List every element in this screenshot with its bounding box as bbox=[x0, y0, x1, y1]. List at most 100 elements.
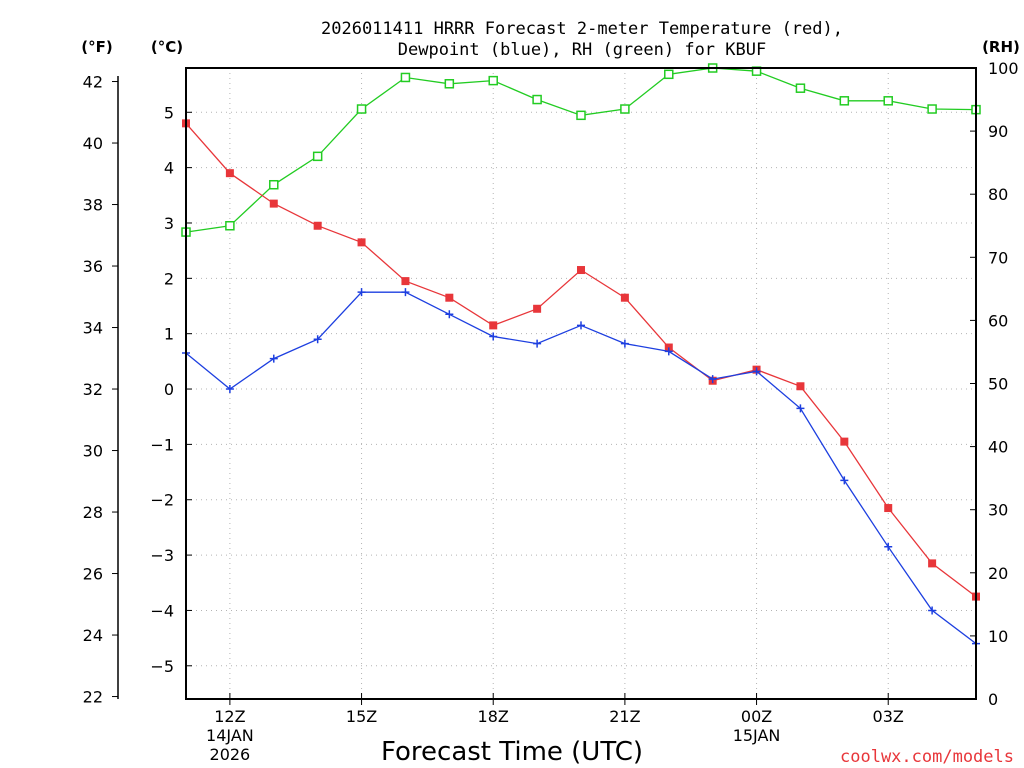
temperature-point bbox=[928, 559, 937, 568]
temperature-point bbox=[313, 221, 322, 230]
dewpoint-series bbox=[182, 288, 980, 648]
rh-point bbox=[839, 96, 850, 106]
dewpoint-point bbox=[840, 476, 849, 485]
time-date-label: 14JAN bbox=[206, 726, 254, 745]
chart-title-line1: 2026011411 HRRR Forecast 2-meter Tempera… bbox=[321, 19, 843, 39]
dewpoint-point bbox=[620, 339, 629, 348]
dewpoint-point bbox=[664, 347, 673, 356]
rh-axis-unit: (RH) bbox=[982, 38, 1020, 56]
rh-point bbox=[356, 104, 367, 114]
dewpoint-point bbox=[357, 288, 366, 297]
rh-point bbox=[400, 72, 411, 83]
celsius-axis-unit: (°C) bbox=[151, 38, 183, 56]
time-date-label: 15JAN bbox=[733, 726, 781, 745]
dewpoint-point bbox=[577, 321, 585, 330]
rh-tick-label: 90 bbox=[988, 122, 1008, 141]
dewpoint-point bbox=[445, 310, 454, 319]
dewpoint-point bbox=[401, 288, 410, 297]
celsius-tick-label: 4 bbox=[164, 159, 174, 178]
dewpoint-line bbox=[185, 291, 977, 645]
rh-tick-label: 70 bbox=[988, 248, 1008, 267]
temperature-point bbox=[225, 169, 234, 178]
rh-tick-label: 10 bbox=[988, 627, 1008, 646]
rh-series bbox=[181, 63, 981, 237]
rh-point bbox=[620, 104, 630, 114]
fahrenheit-tick-label: 24 bbox=[83, 626, 103, 645]
fahrenheit-tick-label: 34 bbox=[83, 319, 103, 338]
fahrenheit-tick-label: 22 bbox=[83, 688, 103, 707]
temperature-point bbox=[840, 437, 849, 446]
rh-tick-label: 0 bbox=[988, 690, 998, 709]
celsius-tick-label: −3 bbox=[150, 546, 174, 565]
dewpoint-point bbox=[533, 339, 542, 348]
celsius-tick-label: −1 bbox=[150, 435, 174, 454]
grid-lines bbox=[186, 68, 976, 699]
dewpoint-point bbox=[796, 404, 805, 413]
fahrenheit-tick-label: 36 bbox=[83, 257, 103, 276]
celsius-tick-label: 5 bbox=[164, 103, 174, 122]
dewpoint-point bbox=[269, 354, 278, 363]
rh-tick-label: 100 bbox=[988, 59, 1019, 78]
temperature-point bbox=[884, 504, 893, 513]
dewpoint-point bbox=[708, 375, 717, 384]
dewpoint-point bbox=[489, 332, 498, 341]
fahrenheit-tick-label: 30 bbox=[83, 442, 103, 461]
temperature-line bbox=[185, 122, 977, 598]
fahrenheit-axis-unit: (°F) bbox=[81, 38, 112, 56]
dewpoint-point bbox=[313, 335, 322, 344]
time-tick-label: 00Z bbox=[741, 707, 772, 726]
rh-point bbox=[664, 69, 674, 80]
celsius-tick-label: 1 bbox=[164, 325, 174, 344]
time-tick-label: 15Z bbox=[346, 707, 377, 726]
fahrenheit-tick-label: 28 bbox=[83, 503, 103, 522]
rh-line bbox=[185, 67, 977, 233]
temperature-point bbox=[533, 304, 542, 313]
time-year-label: 2026 bbox=[210, 745, 251, 764]
fahrenheit-tick-label: 40 bbox=[83, 134, 103, 153]
temperature-point bbox=[269, 199, 278, 208]
chart-title-line2: Dewpoint (blue), RH (green) for KBUF bbox=[398, 40, 766, 60]
dewpoint-point bbox=[752, 367, 761, 376]
rh-tick-label: 40 bbox=[988, 438, 1008, 457]
rh-tick-label: 80 bbox=[988, 185, 1008, 204]
rh-point bbox=[532, 94, 542, 105]
celsius-tick-label: 0 bbox=[164, 380, 174, 399]
celsius-tick-label: −2 bbox=[150, 491, 174, 510]
temperature-point bbox=[796, 382, 805, 391]
temperature-point bbox=[489, 321, 498, 330]
rh-tick-label: 60 bbox=[988, 311, 1008, 330]
rh-point bbox=[927, 104, 937, 114]
credit-label: coolwx.com/models bbox=[840, 747, 1014, 767]
data-series bbox=[181, 63, 981, 648]
time-tick-label: 18Z bbox=[478, 707, 509, 726]
plot-frame bbox=[185, 67, 977, 700]
rh-tick-label: 30 bbox=[988, 501, 1008, 520]
celsius-tick-label: 2 bbox=[164, 269, 174, 288]
time-tick-label: 21Z bbox=[609, 707, 640, 726]
fahrenheit-tick-label: 26 bbox=[83, 565, 103, 584]
celsius-tick-label: −5 bbox=[150, 657, 174, 676]
dewpoint-point bbox=[884, 542, 893, 551]
fahrenheit-tick-label: 32 bbox=[83, 380, 103, 399]
celsius-tick-label: −4 bbox=[150, 601, 174, 620]
temperature-point bbox=[577, 266, 585, 275]
celsius-axis: −5 −4 −3 −2 −1 0 1 2 3 4 5 bbox=[150, 103, 192, 676]
x-axis-label: Forecast Time (UTC) bbox=[381, 737, 643, 767]
rh-point bbox=[488, 75, 498, 86]
fahrenheit-tick-label: 42 bbox=[83, 73, 103, 92]
dewpoint-point bbox=[928, 606, 937, 615]
fahrenheit-tick-label: 38 bbox=[83, 196, 103, 215]
dewpoint-point bbox=[225, 385, 234, 394]
rh-tick-label: 20 bbox=[988, 564, 1008, 583]
temperature-series bbox=[182, 119, 980, 601]
rh-point bbox=[576, 110, 586, 121]
temperature-point bbox=[357, 238, 366, 247]
rh-axis: 0 10 20 30 40 50 60 70 80 90 100 bbox=[970, 59, 1019, 709]
time-tick-label: 03Z bbox=[873, 707, 904, 726]
rh-point bbox=[883, 96, 893, 106]
temperature-point bbox=[620, 293, 629, 302]
rh-tick-label: 50 bbox=[988, 375, 1008, 394]
rh-point bbox=[269, 179, 279, 190]
